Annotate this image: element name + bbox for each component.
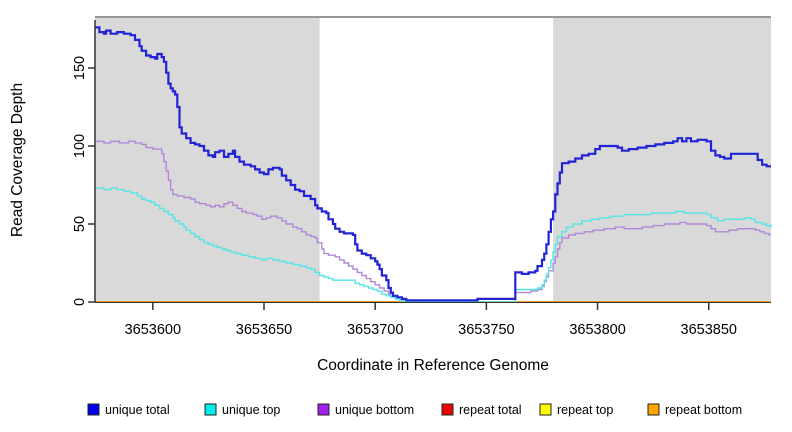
x-tick-label: 3653800	[569, 322, 625, 338]
legend-swatch-unique-top	[204, 403, 217, 416]
x-tick-label: 3653650	[236, 322, 292, 338]
y-tick-label: 100	[72, 134, 88, 158]
shaded-regions	[95, 18, 771, 302]
legend-swatch-unique-total	[87, 403, 100, 416]
series-line-unique-top	[95, 187, 772, 303]
shaded-region	[95, 18, 320, 302]
y-tick-label: 0	[72, 298, 88, 306]
x-tick-label: 3653600	[125, 322, 181, 338]
legend: unique total unique top unique bottom repea…	[87, 403, 742, 417]
x-tick-label: 3653850	[681, 322, 737, 338]
axes: 0 50 100 150 3653600 3653650 3653700 3653750 365…	[72, 20, 771, 338]
legend-swatch-unique-bottom	[317, 403, 330, 416]
x-axis-title: Coordinate in Reference Genome	[317, 357, 549, 374]
legend-swatch-repeat-top	[539, 403, 552, 416]
legend-swatch-repeat-bottom	[647, 403, 660, 416]
y-axis-title: Read Coverage Depth	[9, 83, 26, 237]
series-line-unique-bottom	[95, 140, 771, 303]
shaded-region	[553, 18, 771, 302]
y-tick-label: 50	[72, 216, 88, 232]
legend-label-repeat-top: repeat top	[557, 403, 613, 417]
legend-label-repeat-total: repeat total	[459, 403, 522, 417]
x-tick-label: 3653700	[347, 322, 403, 338]
legend-label-repeat-bottom: repeat bottom	[665, 403, 742, 417]
series-line-unique-total	[95, 26, 771, 302]
y-tick-label: 150	[72, 56, 88, 80]
legend-swatch-repeat-total	[441, 403, 454, 416]
legend-label-unique-top: unique top	[222, 403, 280, 417]
x-tick-label: 3653750	[458, 322, 514, 338]
legend-label-unique-bottom: unique bottom	[335, 403, 414, 417]
legend-label-unique-total: unique total	[105, 403, 170, 417]
